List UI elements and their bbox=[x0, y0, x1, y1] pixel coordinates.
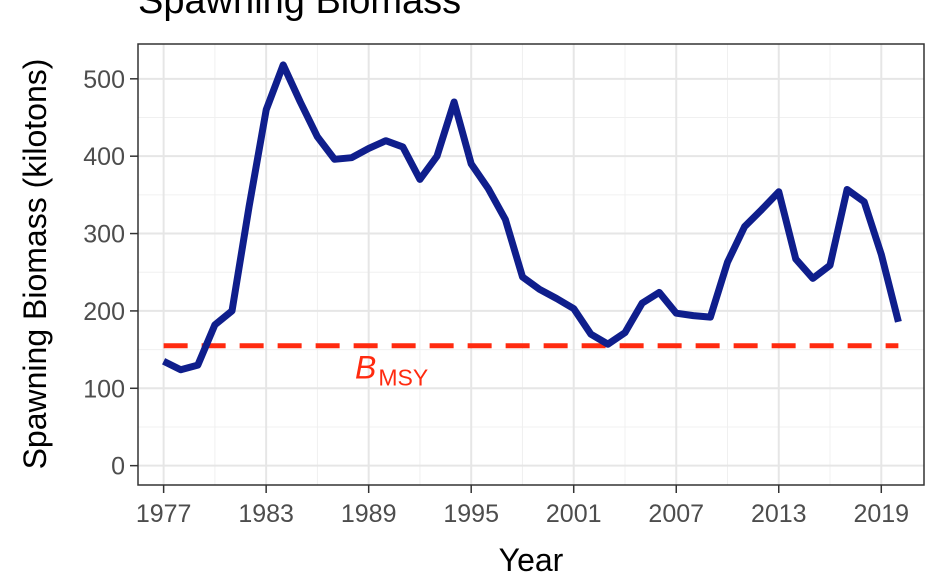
chart-title: Spawning Biomass bbox=[138, 0, 461, 22]
y-tick-label: 400 bbox=[83, 143, 125, 171]
x-tick-label: 1977 bbox=[136, 500, 192, 528]
reference-line-group: BMSY bbox=[163, 343, 899, 391]
y-tick-label: 100 bbox=[83, 375, 125, 403]
x-axis: 1977 1983 1989 1995 2001 2007 2013 2019 bbox=[136, 485, 909, 528]
x-tick-label: 2019 bbox=[853, 500, 909, 528]
y-axis: 0 100 200 300 400 500 bbox=[83, 66, 138, 481]
x-tick-label: 1995 bbox=[443, 500, 499, 528]
grid bbox=[138, 44, 924, 485]
y-tick-label: 300 bbox=[83, 221, 125, 249]
x-tick-label: 2001 bbox=[546, 500, 602, 528]
plot-border bbox=[137, 43, 925, 486]
x-tick-label: 2007 bbox=[648, 500, 704, 528]
x-axis-title: Year bbox=[499, 542, 564, 577]
plot-background bbox=[138, 44, 924, 485]
y-tick-label: 0 bbox=[111, 453, 125, 481]
y-tick-label: 500 bbox=[83, 66, 125, 94]
x-tick-label: 1989 bbox=[341, 500, 397, 528]
plot-area: BMSY bbox=[137, 43, 925, 486]
y-tick-label: 200 bbox=[83, 298, 125, 326]
bmsy-label: BMSY bbox=[355, 350, 428, 391]
y-axis-title: Spawning Biomass (kilotons) bbox=[17, 59, 53, 470]
x-tick-label: 2013 bbox=[751, 500, 807, 528]
x-tick-label: 1983 bbox=[238, 500, 294, 528]
biomass-series-line bbox=[162, 61, 902, 374]
series-group bbox=[162, 61, 902, 374]
